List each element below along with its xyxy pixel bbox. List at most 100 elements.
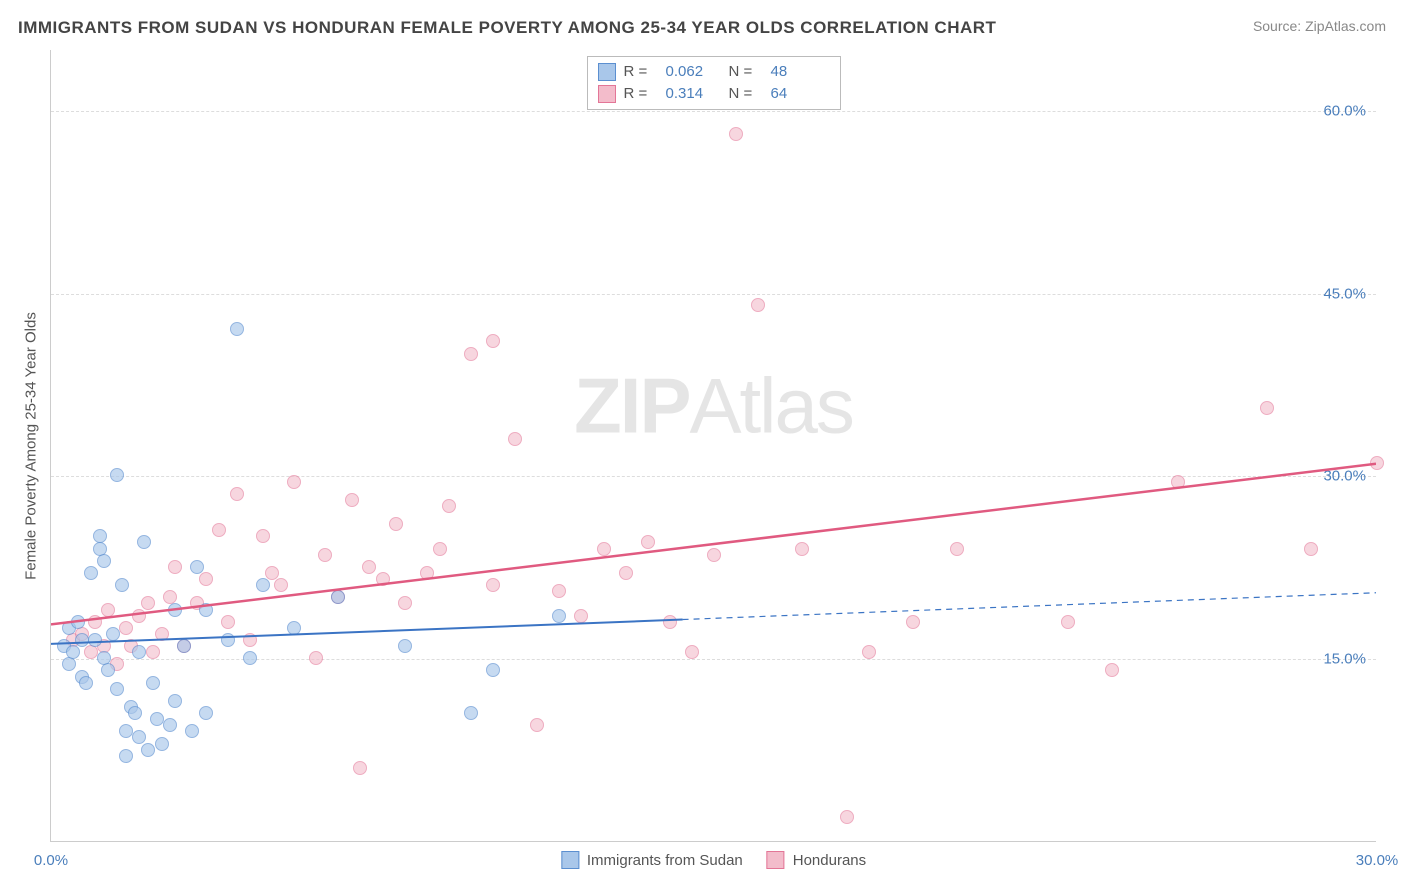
data-point-sudan (199, 603, 213, 617)
swatch-honduran-icon (767, 851, 785, 869)
data-point-honduran (168, 560, 182, 574)
data-point-honduran (530, 718, 544, 732)
data-point-sudan (199, 706, 213, 720)
data-point-honduran (1061, 615, 1075, 629)
data-point-honduran (398, 596, 412, 610)
data-point-sudan (185, 724, 199, 738)
data-point-sudan (168, 694, 182, 708)
data-point-sudan (398, 639, 412, 653)
data-point-sudan (177, 639, 191, 653)
y-tick-label: 30.0% (1323, 468, 1366, 485)
data-point-honduran (685, 645, 699, 659)
data-point-sudan (119, 749, 133, 763)
data-point-honduran (433, 542, 447, 556)
data-point-sudan (119, 724, 133, 738)
data-point-honduran (597, 542, 611, 556)
data-point-honduran (101, 603, 115, 617)
data-point-sudan (110, 468, 124, 482)
data-point-honduran (274, 578, 288, 592)
data-point-honduran (146, 645, 160, 659)
data-point-sudan (486, 663, 500, 677)
n-value-honduran: 64 (771, 83, 826, 105)
data-point-honduran (84, 645, 98, 659)
data-point-honduran (862, 645, 876, 659)
data-point-sudan (331, 590, 345, 604)
data-point-honduran (1304, 542, 1318, 556)
chart-title: IMMIGRANTS FROM SUDAN VS HONDURAN FEMALE… (18, 18, 996, 38)
data-point-sudan (146, 676, 160, 690)
data-point-honduran (1370, 456, 1384, 470)
x-tick-label: 0.0% (34, 852, 68, 869)
data-point-honduran (221, 615, 235, 629)
r-value-sudan: 0.062 (666, 61, 721, 83)
data-point-sudan (155, 737, 169, 751)
data-point-honduran (389, 517, 403, 531)
data-point-sudan (141, 743, 155, 757)
corr-row-sudan: R = 0.062 N = 48 (598, 61, 826, 83)
data-point-sudan (243, 651, 257, 665)
data-point-sudan (106, 627, 120, 641)
data-point-honduran (486, 578, 500, 592)
data-point-honduran (212, 523, 226, 537)
data-point-honduran (729, 127, 743, 141)
data-point-sudan (137, 535, 151, 549)
watermark-rest: Atlas (689, 361, 852, 449)
data-point-honduran (88, 615, 102, 629)
gridline (51, 294, 1376, 295)
series-legend: Immigrants from Sudan Hondurans (561, 851, 866, 869)
data-point-honduran (1105, 663, 1119, 677)
data-point-honduran (141, 596, 155, 610)
swatch-sudan-icon (561, 851, 579, 869)
data-point-honduran (1171, 475, 1185, 489)
data-point-honduran (230, 487, 244, 501)
n-value-sudan: 48 (771, 61, 826, 83)
watermark: ZIPAtlas (574, 360, 853, 451)
watermark-bold: ZIP (574, 361, 689, 449)
data-point-honduran (243, 633, 257, 647)
data-point-sudan (115, 578, 129, 592)
x-tick-label: 30.0% (1356, 852, 1399, 869)
data-point-sudan (75, 633, 89, 647)
data-point-sudan (128, 706, 142, 720)
gridline (51, 111, 1376, 112)
data-point-honduran (420, 566, 434, 580)
data-point-honduran (155, 627, 169, 641)
data-point-honduran (751, 298, 765, 312)
data-point-sudan (101, 663, 115, 677)
data-point-honduran (486, 334, 500, 348)
y-tick-label: 45.0% (1323, 285, 1366, 302)
swatch-honduran-icon (598, 85, 616, 103)
data-point-honduran (256, 529, 270, 543)
data-point-sudan (93, 529, 107, 543)
data-point-sudan (221, 633, 235, 647)
data-point-sudan (132, 645, 146, 659)
data-point-honduran (353, 761, 367, 775)
plot-area: Female Poverty Among 25-34 Year Olds ZIP… (50, 50, 1376, 842)
data-point-sudan (230, 322, 244, 336)
data-point-honduran (840, 810, 854, 824)
legend-label-sudan: Immigrants from Sudan (587, 852, 743, 869)
data-point-honduran (1260, 401, 1274, 415)
data-point-honduran (442, 499, 456, 513)
data-point-sudan (62, 657, 76, 671)
data-point-honduran (199, 572, 213, 586)
r-label: R = (624, 83, 658, 105)
correlation-legend: R = 0.062 N = 48 R = 0.314 N = 64 (587, 56, 841, 110)
data-point-honduran (464, 347, 478, 361)
data-point-sudan (66, 645, 80, 659)
data-point-honduran (663, 615, 677, 629)
legend-item-sudan: Immigrants from Sudan (561, 851, 743, 869)
y-tick-label: 15.0% (1323, 651, 1366, 668)
data-point-honduran (119, 621, 133, 635)
y-axis-label: Female Poverty Among 25-34 Year Olds (23, 312, 40, 580)
data-point-sudan (84, 566, 98, 580)
data-point-sudan (464, 706, 478, 720)
r-label: R = (624, 61, 658, 83)
legend-item-honduran: Hondurans (767, 851, 866, 869)
data-point-sudan (168, 603, 182, 617)
data-point-honduran (345, 493, 359, 507)
data-point-honduran (641, 535, 655, 549)
data-point-honduran (132, 609, 146, 623)
corr-row-honduran: R = 0.314 N = 64 (598, 83, 826, 105)
data-point-sudan (71, 615, 85, 629)
